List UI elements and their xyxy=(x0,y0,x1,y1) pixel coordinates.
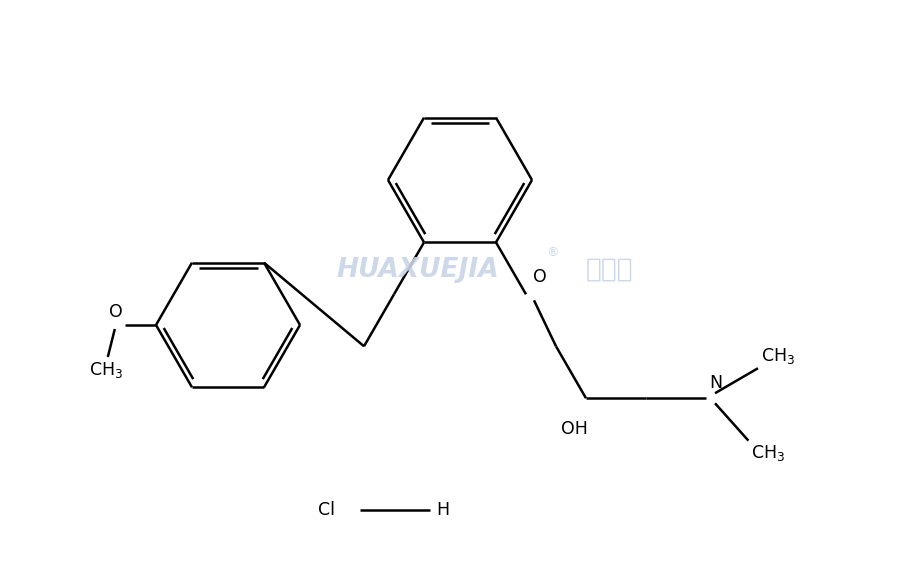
Text: Cl: Cl xyxy=(318,501,335,519)
Text: N: N xyxy=(709,374,721,392)
Text: 化学加: 化学加 xyxy=(585,257,633,283)
Text: HUAXUEJIA: HUAXUEJIA xyxy=(336,257,499,283)
Text: H: H xyxy=(436,501,448,519)
Text: O: O xyxy=(109,303,122,321)
Text: CH$_3$: CH$_3$ xyxy=(88,360,123,380)
Text: ®: ® xyxy=(545,247,558,259)
Text: CH$_3$: CH$_3$ xyxy=(751,443,785,463)
Text: O: O xyxy=(532,269,546,286)
Text: OH: OH xyxy=(560,420,587,438)
Text: CH$_3$: CH$_3$ xyxy=(760,346,794,366)
